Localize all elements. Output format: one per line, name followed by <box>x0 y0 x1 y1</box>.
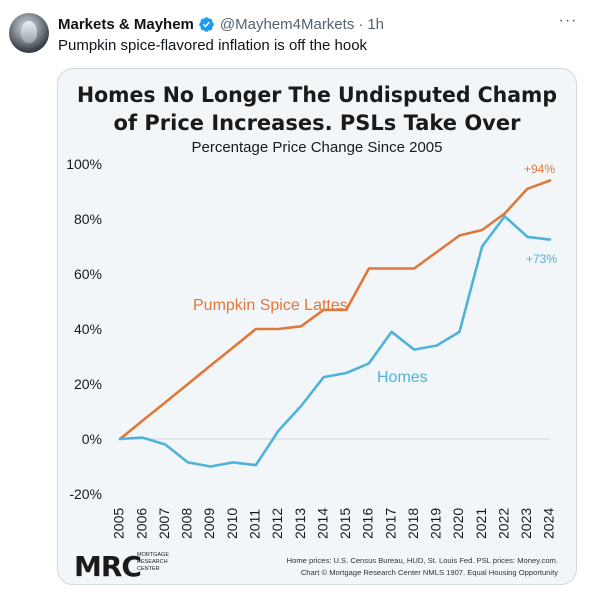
x-tick-label: 2010 <box>224 508 240 539</box>
chart-title-line1: Homes No Longer The Undisputed Champ <box>77 83 557 107</box>
annotation-homes-end: +73% <box>526 252 557 266</box>
source-line-2: Chart © Mortgage Research Center NMLS 19… <box>301 568 558 577</box>
mrc-logo: MRC MORTGAGE RESEARCH CENTER <box>74 550 169 583</box>
x-tick-label: 2016 <box>360 508 376 539</box>
source-line-1: Home prices: U.S. Census Bureau, HUD, St… <box>287 556 558 565</box>
series-line-homes <box>118 215 552 468</box>
x-tick-label: 2008 <box>179 508 195 539</box>
series-label-psl: Pumpkin Spice Lattes <box>193 297 348 314</box>
y-tick-label: 100% <box>66 156 102 172</box>
price-change-chart: Homes No Longer The Undisputed Champ of … <box>66 83 558 583</box>
author-name[interactable]: Markets & Mayhem <box>58 15 194 33</box>
x-tick-label: 2017 <box>382 508 398 539</box>
x-tick-label: 2009 <box>201 508 217 539</box>
x-tick-label: 2021 <box>473 508 489 539</box>
x-tick-label: 2007 <box>156 508 172 539</box>
x-tick-label: 2023 <box>518 508 534 539</box>
x-tick-label: 2018 <box>405 508 421 539</box>
series-lines <box>118 179 552 468</box>
x-tick-label: 2015 <box>337 508 353 539</box>
x-tick-label: 2012 <box>269 508 285 539</box>
verified-badge-icon[interactable] <box>198 16 215 33</box>
separator-dot: · <box>358 15 364 33</box>
y-tick-label: 80% <box>74 211 102 227</box>
tweet-header: Markets & Mayhem @Mayhem4Markets · 1h <box>58 14 384 34</box>
x-tick-label: 2020 <box>450 508 466 539</box>
x-axis: 2005 2006 2007 2008 2009 2010 2011 2012 2013 2014… <box>111 508 557 539</box>
chart-subtitle: Percentage Price Change Since 2005 <box>191 139 442 156</box>
logo-text: MRC <box>74 550 141 583</box>
x-tick-label: 2014 <box>314 508 330 539</box>
x-tick-label: 2024 <box>541 508 557 539</box>
logo-subtext-3: CENTER <box>137 566 160 572</box>
x-tick-label: 2022 <box>495 508 511 539</box>
logo-subtext-2: RESEARCH <box>137 559 168 565</box>
y-tick-label: 20% <box>74 376 102 392</box>
series-line-pumpkin-spice-lattes <box>118 179 552 441</box>
x-tick-label: 2019 <box>428 508 444 539</box>
y-tick-label: 0% <box>82 431 102 447</box>
chart-title-line2: of Price Increases. PSLs Take Over <box>114 111 522 135</box>
author-handle[interactable]: @Mayhem4Markets <box>219 15 355 33</box>
tweet-media-card[interactable]: Homes No Longer The Undisputed Champ of … <box>57 68 577 585</box>
y-axis: 100% 80% 60% 40% 20% 0% -20% <box>66 156 102 502</box>
author-avatar[interactable] <box>9 13 49 53</box>
tweet-timestamp[interactable]: 1h <box>367 15 385 33</box>
x-tick-label: 2013 <box>292 508 308 539</box>
robot-avatar-icon <box>21 21 37 43</box>
x-tick-label: 2011 <box>246 509 262 539</box>
more-options-icon[interactable]: ··· <box>558 12 578 29</box>
y-tick-label: -20% <box>69 486 102 502</box>
x-tick-label: 2006 <box>133 508 149 539</box>
y-tick-label: 40% <box>74 321 102 337</box>
x-tick-label: 2005 <box>111 508 127 539</box>
annotation-psl-end: +94% <box>524 162 555 176</box>
series-label-homes: Homes <box>377 369 428 386</box>
tweet-text: Pumpkin spice-flavored inflation is off … <box>58 37 368 54</box>
logo-subtext-1: MORTGAGE <box>137 552 169 558</box>
series-labels: Pumpkin Spice Lattes Homes +94% +73% <box>193 162 557 386</box>
y-tick-label: 60% <box>74 266 102 282</box>
